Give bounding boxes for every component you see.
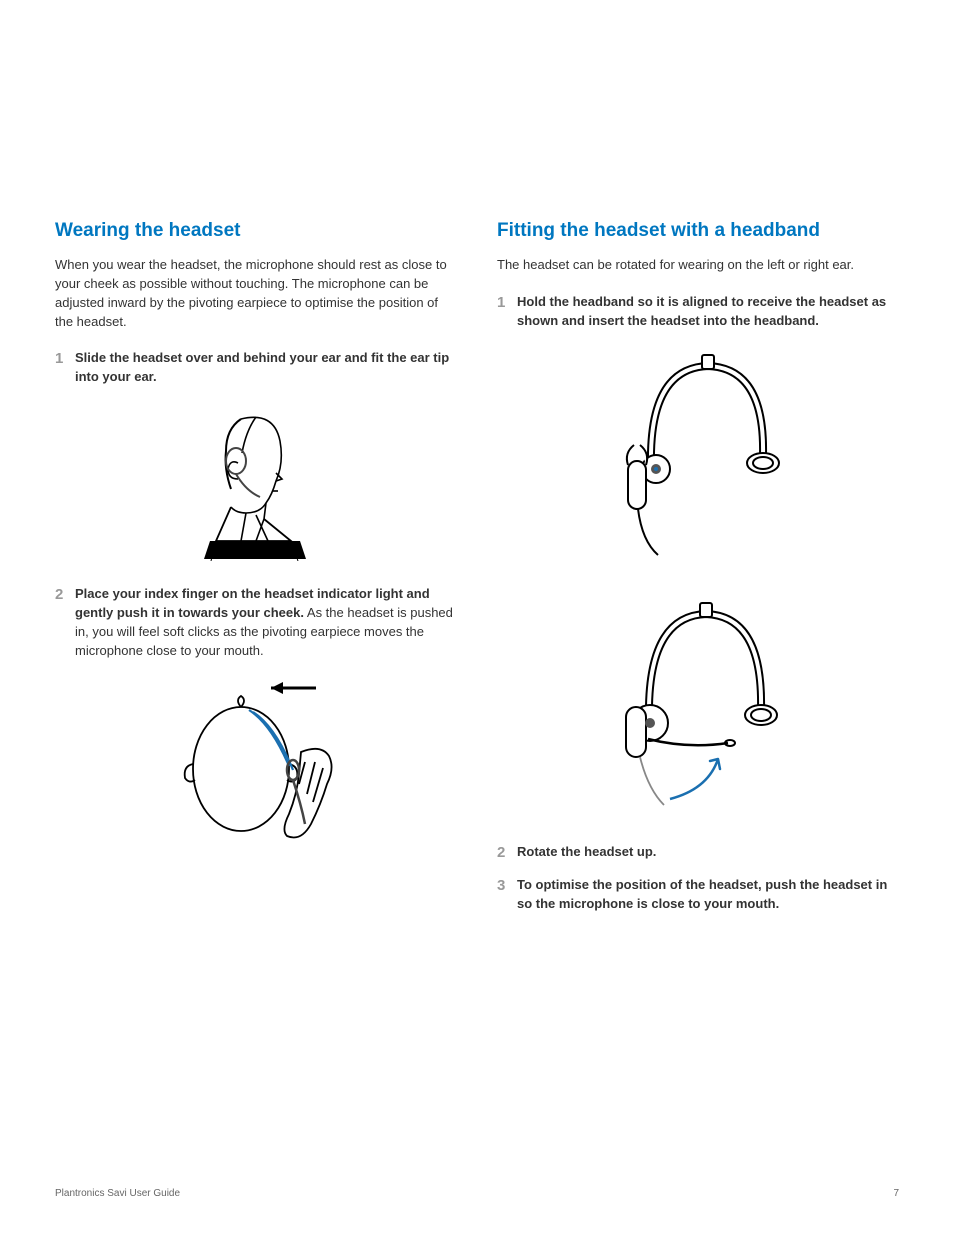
step-bold: Rotate the headset up. bbox=[517, 844, 656, 859]
page-footer: Plantronics Savi User Guide 7 bbox=[55, 1188, 899, 1199]
step-text: Rotate the headset up. bbox=[517, 843, 656, 863]
step-text: Hold the headband so it is aligned to re… bbox=[517, 293, 899, 331]
left-column: Wearing the headset When you wear the he… bbox=[55, 220, 457, 928]
step-left-1: 1 Slide the headset over and behind your… bbox=[55, 349, 457, 387]
step-number: 1 bbox=[55, 349, 75, 387]
step-number: 2 bbox=[55, 585, 75, 660]
step-number: 1 bbox=[497, 293, 517, 331]
figure-head-side bbox=[55, 401, 457, 561]
step-number: 3 bbox=[497, 876, 517, 914]
intro-text-right: The headset can be rotated for wearing o… bbox=[497, 256, 899, 275]
step-right-3: 3 To optimise the position of the headse… bbox=[497, 876, 899, 914]
step-right-2: 2 Rotate the headset up. bbox=[497, 843, 899, 863]
step-right-1: 1 Hold the headband so it is aligned to … bbox=[497, 293, 899, 331]
section-heading-wearing: Wearing the headset bbox=[55, 220, 457, 242]
step-text: Slide the headset over and behind your e… bbox=[75, 349, 457, 387]
step-bold: To optimise the position of the headset,… bbox=[517, 877, 887, 911]
figure-headband-insert bbox=[497, 345, 899, 565]
page-number: 7 bbox=[893, 1188, 899, 1199]
step-bold: Slide the headset over and behind your e… bbox=[75, 350, 449, 384]
figure-head-top bbox=[55, 674, 457, 854]
step-text: To optimise the position of the headset,… bbox=[517, 876, 899, 914]
section-heading-fitting: Fitting the headset with a headband bbox=[497, 220, 899, 242]
step-left-2: 2 Place your index finger on the headset… bbox=[55, 585, 457, 660]
step-text: Place your index finger on the headset i… bbox=[75, 585, 457, 660]
intro-text-left: When you wear the headset, the microphon… bbox=[55, 256, 457, 331]
page-content: Wearing the headset When you wear the he… bbox=[0, 0, 954, 928]
footer-title: Plantronics Savi User Guide bbox=[55, 1188, 180, 1199]
figure-headband-rotate bbox=[497, 589, 899, 819]
step-bold: Hold the headband so it is aligned to re… bbox=[517, 294, 886, 328]
right-column: Fitting the headset with a headband The … bbox=[497, 220, 899, 928]
step-number: 2 bbox=[497, 843, 517, 863]
